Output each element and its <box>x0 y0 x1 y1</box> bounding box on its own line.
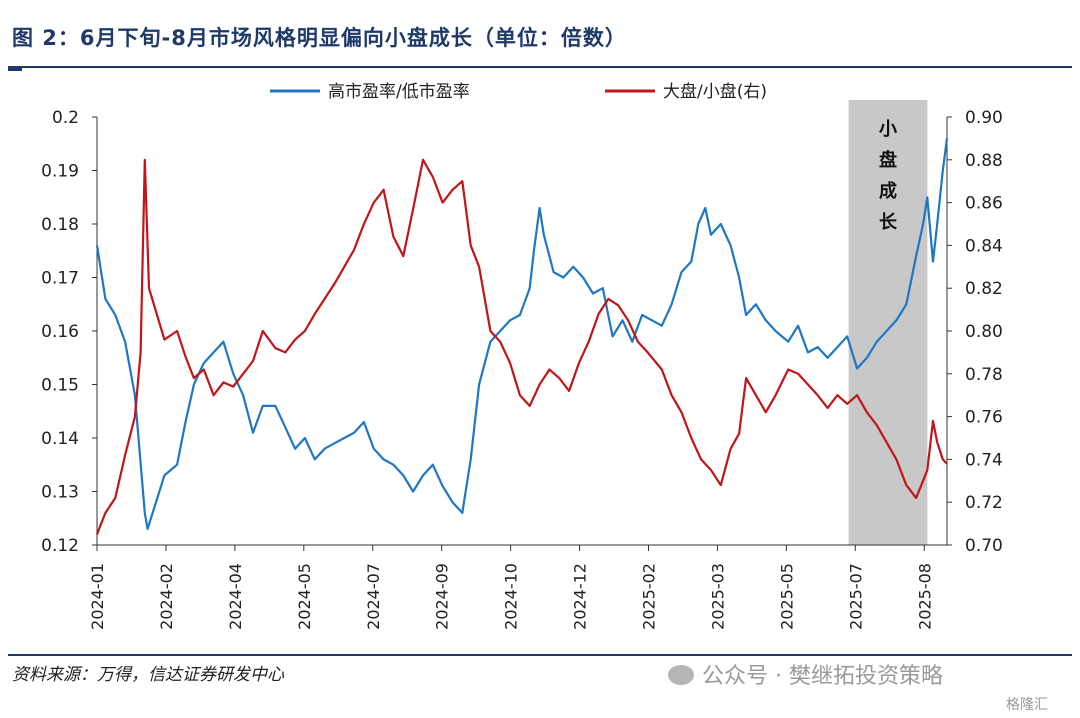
shaded-region-label: 小盘成长 <box>879 119 898 233</box>
axes: 0.12 0.13 0.14 0.15 0.16 0.17 0.18 0.19 0.2 0.70 0… <box>41 108 1003 630</box>
y-left-tick-label: 0.15 <box>41 376 79 396</box>
x-tick-label: 2024-12 <box>571 563 590 630</box>
shaded-region-label-char: 成 <box>879 180 897 202</box>
corner-logo: 格隆汇 <box>1006 697 1048 713</box>
x-tick-label: 2024-07 <box>364 563 383 630</box>
title-rule <box>8 66 1072 68</box>
title-rule-tab <box>8 66 22 71</box>
x-tick-label: 2024-10 <box>502 563 521 630</box>
series-layer <box>95 138 949 535</box>
y-left-tick-label: 0.12 <box>41 536 79 556</box>
x-tick-label: 2024-01 <box>88 563 107 630</box>
y-right-tick-label: 0.76 <box>965 408 1003 428</box>
legend: 高市盈率/低市盈率 大盘/小盘(右) <box>270 82 767 102</box>
bottom-rule <box>8 654 1072 656</box>
x-tick-label: 2025-05 <box>777 563 796 630</box>
shaded-region-label-char: 小 <box>879 119 897 140</box>
y-right-tick-label: 0.70 <box>965 536 1003 556</box>
series-line-red <box>95 158 948 535</box>
y-right-tick-label: 0.80 <box>965 322 1003 342</box>
x-tick-label: 2025-08 <box>915 563 934 630</box>
figure-title: 图 2：6月下旬-8月市场风格明显偏向小盘成长（单位：倍数） <box>12 26 627 50</box>
watermark-text: 公众号 · 樊继拓投资策略 <box>702 664 943 689</box>
y-left-tick-label: 0.17 <box>41 269 79 289</box>
source-note: 资料来源：万得，信达证券研发中心 <box>12 665 284 685</box>
x-tick-label: 2024-04 <box>226 563 245 630</box>
series-line-blue <box>95 138 949 530</box>
y-right-tick-label: 0.84 <box>965 236 1003 256</box>
y-left-tick-label: 0.13 <box>41 483 79 503</box>
y-right-tick-label: 0.88 <box>965 151 1003 171</box>
y-left-tick-label: 0.2 <box>52 108 79 128</box>
watermark: 公众号 · 樊继拓投资策略 <box>668 658 943 690</box>
x-tick-label: 2024-02 <box>157 563 176 630</box>
shaded-region-label-char: 盘 <box>879 149 897 171</box>
y-left-tick-label: 0.14 <box>41 429 79 449</box>
y-right-tick-label: 0.86 <box>965 194 1003 214</box>
shaded-region-label-char: 长 <box>879 212 898 233</box>
wechat-icon <box>668 665 694 685</box>
y-right-tick-label: 0.72 <box>965 493 1003 513</box>
x-tick-label: 2024-09 <box>433 563 452 630</box>
y-right-tick-label: 0.82 <box>965 279 1003 299</box>
y-right-tick-label: 0.90 <box>965 108 1003 128</box>
legend-label: 高市盈率/低市盈率 <box>328 82 470 102</box>
shaded-region <box>848 100 928 545</box>
legend-label: 大盘/小盘(右) <box>663 82 767 102</box>
y-left-tick-label: 0.16 <box>41 322 79 342</box>
x-tick-label: 2025-07 <box>846 563 865 630</box>
y-left-tick-label: 0.19 <box>41 162 79 182</box>
y-left-tick-label: 0.18 <box>41 215 79 235</box>
x-tick-label: 2024-05 <box>295 563 314 630</box>
y-right-tick-label: 0.74 <box>965 450 1003 470</box>
x-tick-label: 2025-02 <box>640 563 659 630</box>
line-chart: 小盘成长 0.12 0.13 0.14 0.15 0.16 0.17 0.18 0.19 0.2… <box>41 82 1003 630</box>
y-right-tick-label: 0.78 <box>965 365 1003 385</box>
x-tick-label: 2025-03 <box>708 563 727 630</box>
